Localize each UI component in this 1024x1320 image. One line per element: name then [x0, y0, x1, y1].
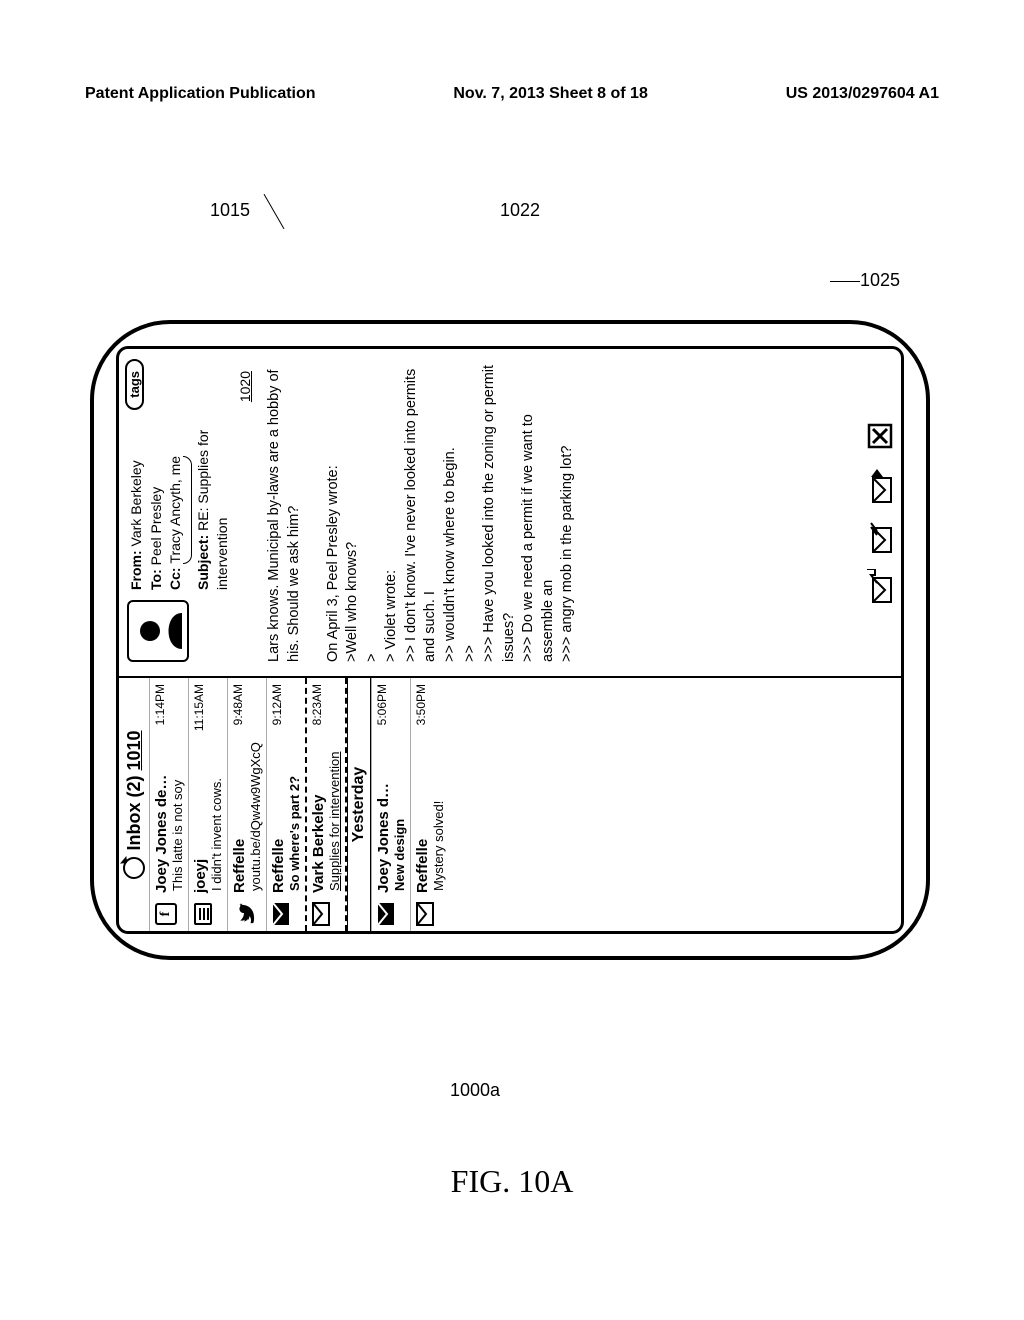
device-wrap: Inbox (2) 1010 f Joey Jones de…1:14PM Th… — [90, 320, 930, 960]
callout-1015: 1015 — [210, 200, 294, 221]
message-header: From: Vark Berkeley To: Peel Presley Cc:… — [127, 361, 233, 662]
inbox-sidebar: Inbox (2) 1010 f Joey Jones de…1:14PM Th… — [119, 676, 901, 931]
twitter-icon — [233, 903, 255, 925]
list-item-selected[interactable]: Vark Berkeley8:23AM Supplies for interve… — [305, 678, 347, 931]
inbox-header: Inbox (2) 1010 — [119, 678, 149, 931]
section-yesterday: Yesterday — [347, 678, 371, 931]
callout-1022: 1022 — [500, 200, 540, 221]
delete-icon[interactable] — [867, 420, 893, 454]
reply-all-icon[interactable] — [867, 520, 893, 554]
pub-left: Patent Application Publication — [85, 85, 316, 103]
reply-icon[interactable] — [867, 570, 893, 604]
refresh-icon[interactable] — [123, 857, 145, 879]
page-header: Patent Application Publication Nov. 7, 2… — [85, 85, 939, 103]
from-value: Vark Berkeley — [128, 460, 144, 546]
list-item[interactable]: f Joey Jones de…1:14PM This latte is not… — [149, 678, 188, 931]
callout-1025: 1025 — [830, 270, 900, 291]
facebook-icon: f — [155, 903, 177, 925]
list-item[interactable]: joeyj11:15AM I didn't invent cows. — [188, 678, 227, 931]
mail-filled-icon — [377, 902, 395, 926]
cc-value: Tracy Ancyth, me — [166, 456, 186, 564]
to-value: Peel Presley — [148, 487, 164, 566]
pub-right: US 2013/0297604 A1 — [786, 85, 939, 103]
figure-label: FIG. 10A — [0, 1163, 1024, 1200]
pub-center: Nov. 7, 2013 Sheet 8 of 18 — [453, 85, 647, 103]
tags-button[interactable]: tags — [125, 359, 144, 410]
ref-1020: 1020 — [237, 371, 253, 662]
mail-icon — [312, 902, 330, 926]
message-detail: tags From: Vark Berkeley To: Peel Presle… — [119, 349, 901, 676]
mail-filled-icon — [272, 902, 290, 926]
device-bezel: Inbox (2) 1010 f Joey Jones de…1:14PM Th… — [90, 320, 930, 960]
forward-icon[interactable] — [867, 470, 893, 504]
list-item[interactable]: Reffelle3:50PM Mystery solved! — [410, 678, 449, 931]
message-body: Lars knows. Municipal by-laws are a hobb… — [265, 361, 861, 662]
list-item[interactable]: Reffelle9:12AM So where's part 2? — [266, 678, 305, 931]
avatar — [127, 600, 189, 662]
action-bar — [867, 361, 893, 662]
mail-icon — [416, 902, 434, 926]
list-item[interactable]: Reffelle9:48AM youtu.be/dQw4w9WgXcQ — [227, 678, 266, 931]
blog-icon — [194, 903, 212, 925]
device-screen: Inbox (2) 1010 f Joey Jones de…1:14PM Th… — [116, 346, 904, 934]
ref-1010: 1010 — [124, 730, 144, 770]
callout-1000a: 1000a — [450, 1080, 500, 1101]
list-item[interactable]: Joey Jones d…5:06PM New design — [371, 678, 410, 931]
inbox-title: Inbox (2) 1010 — [124, 730, 145, 850]
